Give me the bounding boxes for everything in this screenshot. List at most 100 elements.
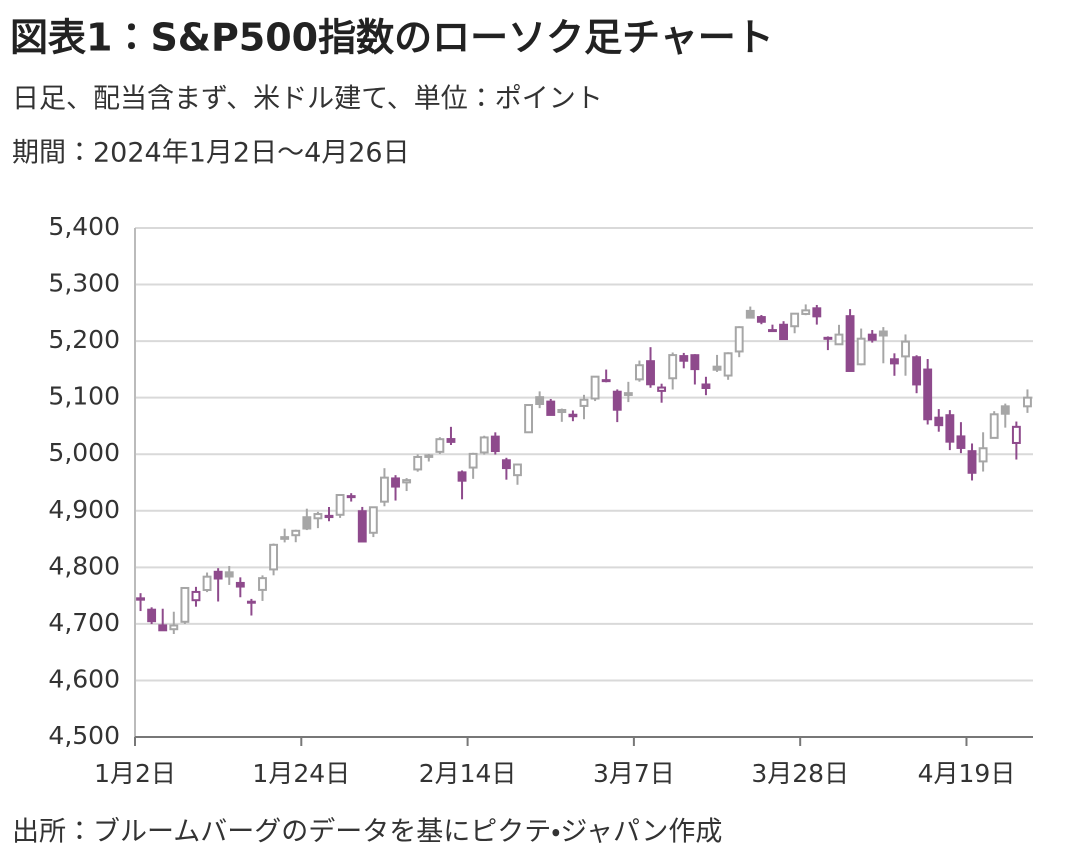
candle-body [524, 404, 534, 434]
y-tick-label: 5,300 [48, 269, 120, 298]
candle-body [612, 390, 622, 411]
candle-body [224, 571, 234, 578]
candle-body [756, 316, 766, 323]
x-tick-label: 3月28日 [751, 759, 849, 788]
chart-subtitle: 期間：2024年1月2日～4月26日 [12, 138, 410, 169]
candle-body [413, 455, 423, 471]
candle-body [734, 326, 744, 353]
candle-body [945, 414, 955, 443]
candle-body [191, 590, 201, 602]
y-tick-label: 5,400 [48, 212, 120, 241]
candle-body [235, 581, 245, 588]
candle-body [823, 336, 833, 340]
candle-body [812, 307, 822, 318]
candle-body [391, 477, 400, 488]
candle-body [712, 365, 722, 371]
candle-body [568, 413, 578, 418]
candle-body [623, 392, 633, 396]
candle-body [889, 358, 899, 365]
y-tick-label: 5,100 [48, 382, 120, 411]
candle-body [956, 435, 966, 449]
candle-body [446, 438, 456, 443]
source-note: 出所：ブルームバーグのデータを基にピクテ・ジャパン作成 [12, 817, 722, 848]
x-tick-label: 1月24日 [252, 759, 350, 788]
x-tick-label: 1月2日 [94, 759, 176, 788]
y-tick-label: 4,900 [48, 495, 120, 524]
candle-body [468, 452, 478, 469]
candle-body [291, 529, 301, 537]
candle-body [457, 471, 467, 482]
x-tick-label: 2月14日 [419, 759, 517, 788]
candle-body [867, 333, 877, 341]
candle-body [535, 396, 545, 406]
candle-body [147, 608, 157, 623]
candle-body [380, 476, 389, 503]
candle-body [989, 413, 999, 439]
candle-body [723, 352, 733, 377]
candle-body [745, 309, 755, 319]
candle-body [668, 354, 678, 380]
candle-body [978, 447, 988, 463]
candle-body [878, 330, 888, 337]
candle-body [801, 309, 811, 315]
candle-body [324, 514, 334, 519]
candle-body [967, 450, 977, 474]
candle-body [601, 379, 611, 383]
candle-body [790, 312, 800, 328]
y-tick-label: 4,700 [48, 608, 120, 637]
candle-body [557, 408, 567, 414]
candle-body [646, 360, 655, 386]
candle-body [834, 333, 844, 346]
candle-body [158, 624, 168, 632]
candle-body [934, 416, 944, 427]
chart-title: 図表1：S&P500指数のローソク足チャート [10, 16, 774, 60]
candle-body [690, 354, 700, 371]
candle-body [901, 340, 910, 358]
candle-body [845, 315, 855, 372]
candle-body [490, 435, 500, 453]
candle-body [1011, 425, 1021, 444]
candle-body [136, 597, 145, 601]
candle-body [479, 436, 489, 454]
candle-body [357, 510, 367, 543]
y-tick-label: 4,800 [48, 551, 120, 580]
y-tick-label: 5,200 [48, 325, 120, 354]
candle-body [856, 337, 866, 366]
candle-body [213, 570, 223, 580]
candle-body [513, 463, 522, 477]
candle-body [579, 398, 589, 407]
y-tick-label: 5,000 [48, 438, 120, 467]
candle-body [501, 459, 511, 470]
candle-body [912, 356, 922, 386]
candle-body [701, 383, 711, 389]
candle-body [258, 577, 267, 591]
candle-body [402, 479, 412, 484]
candle-body [546, 400, 556, 416]
candle-body [779, 323, 788, 341]
candle-body [368, 506, 378, 534]
candle-body [280, 536, 290, 540]
candle-body [679, 355, 689, 362]
chart-subtitle: 日足、配当含まず、米ドル建て、単位：ポイント [12, 84, 603, 115]
candle-body [424, 454, 434, 458]
candle-body [634, 364, 644, 381]
y-tick-label: 4,500 [48, 721, 120, 750]
candle-body [346, 495, 356, 499]
candle-body [169, 624, 179, 631]
candle-body [269, 543, 279, 571]
candle-body [435, 438, 445, 453]
candle-body [302, 516, 312, 530]
candle-body [202, 575, 212, 592]
candle-body [657, 386, 667, 392]
candle-body [1000, 405, 1010, 415]
candle-body [335, 493, 345, 516]
x-tick-label: 3月7日 [593, 759, 675, 788]
candle-body [923, 368, 933, 421]
candle-body [180, 586, 190, 623]
x-tick-label: 4月19日 [918, 759, 1016, 788]
candle-body [590, 375, 600, 400]
y-tick-label: 4,600 [48, 664, 120, 693]
candle-body [768, 329, 777, 333]
candle-body [1023, 396, 1032, 408]
